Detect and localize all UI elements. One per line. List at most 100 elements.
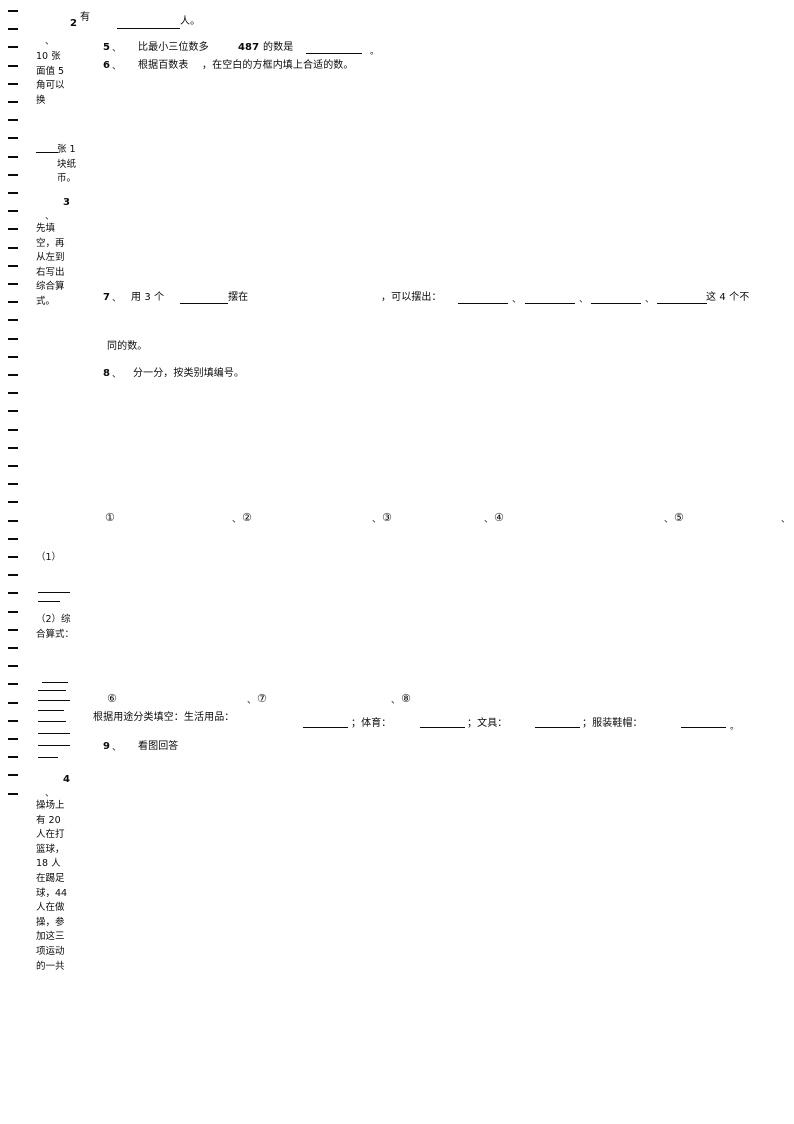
- q7-answer-blank-4[interactable]: [657, 303, 707, 304]
- q5-punct: 、: [112, 44, 122, 54]
- q6-number: 6: [103, 60, 111, 71]
- margin-dash: [8, 82, 18, 85]
- left-sub-2-blank-7[interactable]: [38, 745, 70, 746]
- margin-dash: [8, 519, 18, 522]
- circled-item-1: ①: [105, 511, 115, 524]
- q9-text: 看图回答: [138, 741, 179, 752]
- classify-cat-2: ；体育：: [351, 718, 392, 729]
- q5-text-a: 比最小三位数多: [138, 42, 209, 53]
- margin-dash: [8, 210, 18, 213]
- margin-dash: [8, 119, 18, 122]
- q9-punct: 、: [112, 743, 122, 753]
- margin-dash: [8, 264, 18, 267]
- left-sub-2-blank-3[interactable]: [38, 700, 70, 701]
- q7-text-a: 用 3 个: [131, 292, 165, 303]
- circled-sep-4: 、: [664, 515, 674, 525]
- q7-text-e: 同的数。: [107, 341, 148, 352]
- margin-dash: [8, 246, 18, 249]
- margin-dash: [8, 647, 18, 649]
- classify-blank-3[interactable]: [535, 727, 580, 728]
- left-sub-2-blank-6[interactable]: [38, 733, 70, 734]
- left-item-3-punct: 、: [45, 212, 55, 222]
- circled-item-8: ⑧: [401, 692, 411, 705]
- left-item-2-number: 2: [70, 18, 78, 29]
- q7-blank-object[interactable]: [180, 303, 228, 304]
- left-item-3-text: 先填空，再从左到右写出综合算式。: [36, 223, 65, 307]
- left-item-3-number: 3: [63, 197, 71, 208]
- margin-dash: [8, 155, 18, 158]
- margin-dash: [8, 537, 18, 540]
- margin-dash: [8, 774, 18, 777]
- left-sub-2-label: （2）综合算式：: [36, 614, 75, 640]
- q7-answer-blank-3[interactable]: [591, 303, 641, 304]
- classify-blank-4[interactable]: [681, 727, 726, 728]
- margin-dash: [8, 410, 18, 413]
- classify-cat-3: ；文具：: [467, 718, 508, 729]
- q7-sep-2: 、: [579, 295, 589, 305]
- classify-end: 。: [730, 722, 740, 732]
- margin-dash: [8, 28, 18, 31]
- q5-end: 。: [370, 47, 380, 57]
- left-sub-2-blank-1[interactable]: [42, 682, 68, 683]
- margin-dash: [8, 283, 18, 285]
- main-top-suffix: 人。: [180, 16, 201, 27]
- left-sub-2-blank-8[interactable]: [38, 757, 58, 758]
- q7-sep-3: 、: [645, 295, 655, 305]
- margin-dash: [8, 137, 18, 140]
- circled-sep-1: 、: [232, 515, 242, 525]
- q7-text-c: ，可以摆出：: [381, 292, 442, 303]
- q5-blank[interactable]: [306, 53, 362, 54]
- margin-dash: [8, 738, 18, 740]
- margin-dash-rail: [8, 10, 22, 800]
- margin-dash: [8, 701, 18, 704]
- margin-dash: [8, 46, 18, 49]
- margin-dash: [8, 428, 18, 431]
- q8-number: 8: [103, 368, 111, 379]
- q7-answer-blank-1[interactable]: [458, 303, 508, 304]
- main-top-blank[interactable]: [117, 28, 180, 29]
- left-sub-2-blank-5[interactable]: [38, 721, 66, 722]
- margin-dash: [8, 556, 18, 558]
- left-item-4-punct: 、: [45, 789, 55, 799]
- q6-text: 根据百数表: [138, 60, 189, 71]
- margin-dash: [8, 501, 18, 504]
- margin-dash: [8, 665, 18, 668]
- circled-sep-5: 、: [781, 515, 791, 525]
- circled-item-5: ⑤: [674, 511, 684, 524]
- margin-dash: [8, 319, 18, 322]
- q5-text-b: 的数是: [263, 42, 294, 53]
- circled-item-6: ⑥: [107, 692, 117, 705]
- classify-blank-2[interactable]: [420, 727, 465, 728]
- main-top-prefix: 有: [80, 12, 91, 23]
- q9-number: 9: [103, 741, 111, 752]
- circled-item-4: ④: [494, 511, 504, 524]
- left-sub-2-blank-2[interactable]: [38, 690, 66, 691]
- classify-lead: 根据用途分类填空：生活用品：: [93, 712, 235, 723]
- left-sub-1-label: （1）: [36, 552, 62, 563]
- margin-dash: [8, 301, 18, 304]
- q7-text-b: 摆在: [228, 292, 249, 303]
- circled-item-3: ③: [382, 511, 392, 524]
- left-sub-1-blank-a[interactable]: [38, 592, 70, 593]
- left-sub-1-blank-b[interactable]: [38, 601, 60, 602]
- classify-cat-4: ；服装鞋帽：: [582, 718, 643, 729]
- margin-dash: [8, 446, 18, 449]
- left-item-2-punct: 、: [45, 37, 55, 47]
- left-sub-2-blank-4[interactable]: [38, 710, 64, 711]
- margin-dash: [8, 574, 18, 577]
- classify-blank-1[interactable]: [303, 727, 348, 728]
- q8-text: 分一分，按类别填编号。: [133, 368, 245, 379]
- circled-sep-3: 、: [484, 515, 494, 525]
- margin-dash: [8, 483, 18, 486]
- circled-sep-7: 、: [391, 696, 401, 706]
- margin-dash: [8, 173, 18, 176]
- q7-answer-blank-2[interactable]: [525, 303, 575, 304]
- q7-punct: 、: [112, 294, 122, 304]
- margin-dash: [8, 101, 18, 103]
- left-item-2-blank[interactable]: [36, 152, 58, 153]
- circled-item-2: ②: [242, 511, 252, 524]
- left-item-2-text: 10 张面值 5 角可以换: [36, 51, 65, 106]
- margin-dash: [8, 337, 18, 340]
- margin-dash: [8, 628, 18, 631]
